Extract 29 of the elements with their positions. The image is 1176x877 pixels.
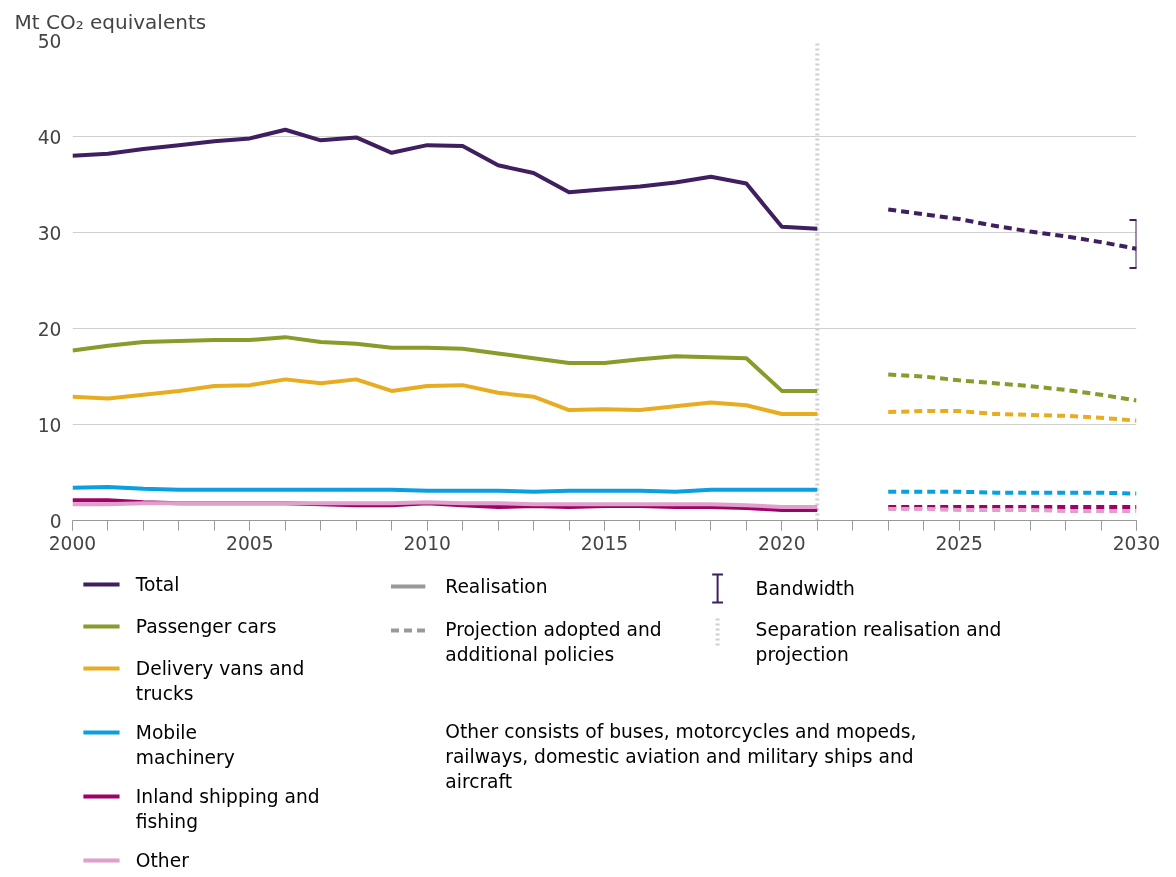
line-series [72, 127, 820, 231]
x-tick-label: 2000 [48, 532, 97, 554]
legend-label: Mobile machinery [135, 721, 235, 768]
line-series [886, 409, 1137, 423]
line-series [72, 335, 820, 393]
y-tick-label: 0 [49, 510, 62, 532]
legend-label: Total [134, 573, 180, 595]
x-tick-label: 2010 [403, 532, 451, 554]
line-series [886, 207, 1137, 251]
legend-label: Other [135, 849, 190, 871]
text: Projection adopted and additional policies [445, 618, 662, 665]
y-tick-label: 30 [37, 222, 62, 244]
y-tick-label: 40 [37, 126, 62, 148]
text: Bandwidth [755, 578, 855, 599]
x-tick-label: 2025 [935, 532, 983, 554]
line-series [72, 377, 820, 416]
x-tick-label: 2015 [580, 532, 629, 554]
legend-label: Separation realisation and projection [755, 618, 1002, 665]
x-tick-label: 2005 [226, 532, 274, 554]
y-tick-label: 10 [37, 414, 62, 436]
x-tick-label: 2020 [758, 532, 806, 554]
text: Realisation [445, 576, 548, 597]
y-tick-label: 20 [37, 318, 62, 340]
legend-label: Inland shipping and fishing [135, 785, 320, 832]
text: Other consists of buses, motorcycles and mopeds, railways, domestic aviation and military ships and aircraft [445, 720, 917, 792]
legend-label: Passenger cars [135, 615, 277, 637]
x-tick-label: 2030 [1112, 532, 1161, 554]
legend-label: Delivery vans and trucks [135, 657, 305, 704]
line-series [886, 372, 1137, 403]
